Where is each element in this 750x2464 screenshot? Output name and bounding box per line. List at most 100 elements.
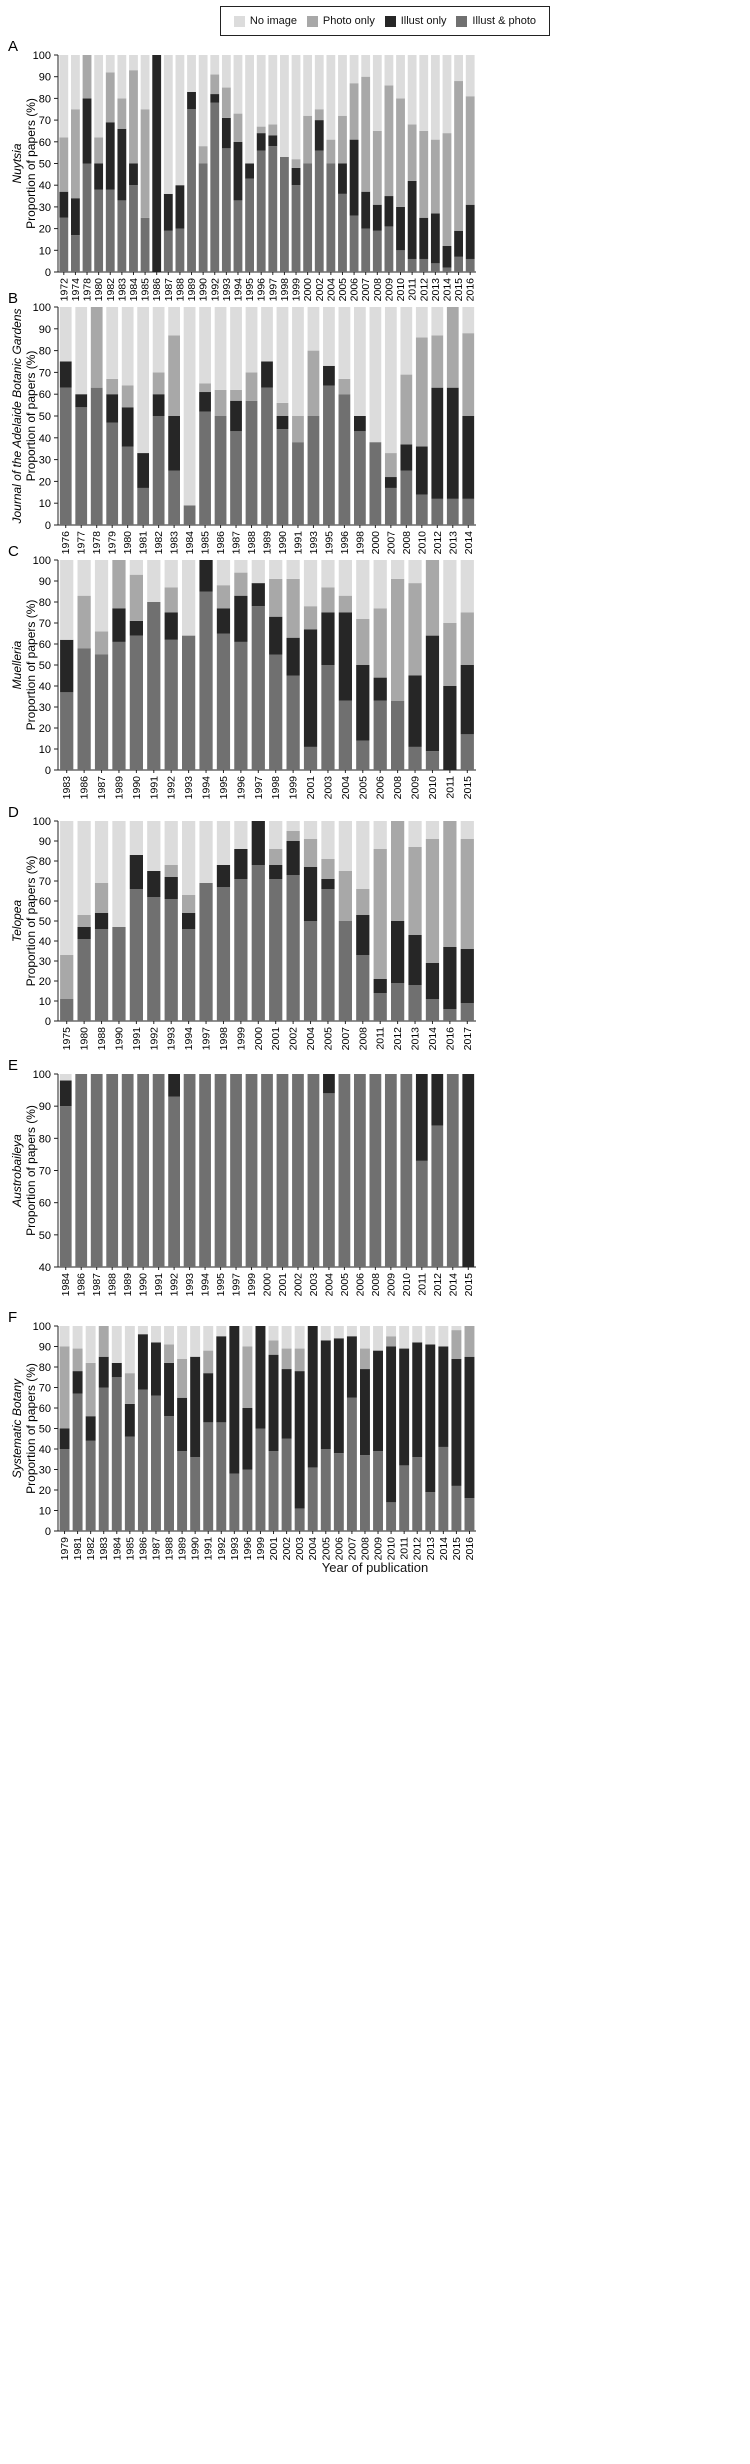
bar-segment (117, 55, 127, 99)
bar-segment (199, 411, 211, 525)
bar-segment (255, 1428, 266, 1531)
bar-segment (168, 470, 180, 525)
bar-segment (94, 631, 109, 655)
bar-segment (369, 442, 382, 525)
bar-segment (71, 109, 80, 199)
bar-segment (164, 639, 178, 770)
bar-segment (190, 1356, 201, 1458)
y-tick-label: 90 (39, 324, 51, 336)
bar-segment (323, 307, 335, 366)
bar-segment (203, 1326, 214, 1351)
bar-segment (338, 193, 347, 272)
bar-segment (152, 394, 165, 416)
x-tick-label: 1997 (267, 278, 279, 302)
bar-segment (407, 180, 417, 259)
bar-segment (151, 1342, 161, 1396)
bar-segment (216, 865, 231, 887)
x-tick-label: 1988 (107, 1273, 119, 1297)
bar-segment (245, 307, 258, 373)
bar-segment (60, 692, 74, 770)
x-tick-label: 1975 (61, 1027, 73, 1051)
x-tick-label: 1989 (186, 278, 198, 302)
bar-segment (183, 1074, 196, 1267)
bar-segment (430, 263, 440, 272)
bar-segment (147, 897, 161, 1021)
bar-segment (465, 55, 475, 97)
bar-segment (333, 1453, 344, 1531)
x-tick-label: 1992 (169, 1273, 181, 1297)
bar-segment (408, 746, 422, 770)
bar-segment (94, 654, 109, 770)
bar-segment (137, 1326, 148, 1335)
bar-segment (460, 821, 474, 839)
bar-segment (292, 416, 304, 443)
bar-segment (94, 821, 109, 883)
bar-segment (255, 1326, 266, 1429)
bar-segment (454, 256, 463, 272)
bar-segment (94, 929, 109, 1021)
x-tick-label: 2006 (349, 278, 361, 302)
bar-segment (454, 81, 463, 231)
x-tick-label: 2004 (307, 1537, 319, 1561)
x-tick-label: 1996 (235, 776, 247, 800)
y-tick-label: 90 (39, 72, 51, 84)
bar-segment (425, 963, 440, 999)
bar-segment (294, 1508, 305, 1531)
bar-segment (400, 374, 413, 445)
bar-segment (276, 402, 289, 416)
x-tick-label: 1994 (183, 1027, 195, 1051)
bar-segment (245, 372, 258, 401)
bar-segment (216, 560, 231, 586)
x-tick-label: 2016 (464, 1537, 476, 1561)
bar-segment (105, 72, 115, 123)
x-tick-label: 1976 (60, 531, 72, 555)
x-tick-label: 1998 (270, 776, 282, 800)
bar-segment (425, 999, 440, 1021)
bar-segment (372, 130, 382, 205)
x-tick-label: 1990 (277, 531, 289, 555)
bar-segment (256, 126, 266, 134)
bar-segment (182, 913, 196, 929)
bar-segment (112, 560, 126, 609)
x-tick-label: 2014 (438, 1537, 450, 1561)
bar-segment (303, 867, 318, 921)
x-tick-label: 1978 (82, 278, 94, 302)
bar-segment (234, 821, 248, 849)
x-tick-label: 2013 (447, 531, 459, 555)
bar-segment (446, 1074, 459, 1267)
bar-segment (251, 606, 265, 770)
bar-segment (164, 1362, 174, 1417)
bar-segment (462, 416, 475, 499)
bar-segment (216, 1336, 227, 1423)
bar-segment (261, 387, 273, 525)
bar-segment (117, 200, 127, 272)
x-tick-label: 2007 (385, 531, 397, 555)
bar-segment (384, 487, 397, 525)
y-tick-label: 10 (39, 1506, 51, 1518)
x-tick-label: 1980 (122, 531, 134, 555)
bar-segment (137, 453, 150, 488)
bar-segment (303, 606, 318, 630)
bar-segment (268, 1326, 279, 1341)
journal-name: Systematic Botany (10, 1378, 24, 1478)
y-tick-label: 100 (33, 816, 51, 828)
bar-segment (59, 137, 69, 192)
panel-letter: B (8, 290, 18, 307)
bar-segment (294, 1371, 305, 1509)
y-tick-label: 50 (39, 411, 51, 423)
bar-segment (438, 1326, 449, 1347)
y-tick-label: 30 (39, 202, 51, 214)
bar-segment (396, 206, 405, 251)
x-tick-label: 1994 (232, 278, 244, 302)
y-tick-label: 50 (39, 1230, 51, 1242)
bar-segment (425, 1326, 436, 1345)
bar-segment (168, 1074, 180, 1097)
bar-segment (59, 307, 72, 362)
bar-segment (360, 1326, 370, 1349)
y-tick-label: 10 (39, 498, 51, 510)
bar-segment (323, 1074, 335, 1094)
bar-segment (320, 1340, 331, 1449)
bar-segment (190, 1326, 201, 1357)
bar-segment (261, 361, 273, 388)
bar-segment (72, 1326, 83, 1349)
